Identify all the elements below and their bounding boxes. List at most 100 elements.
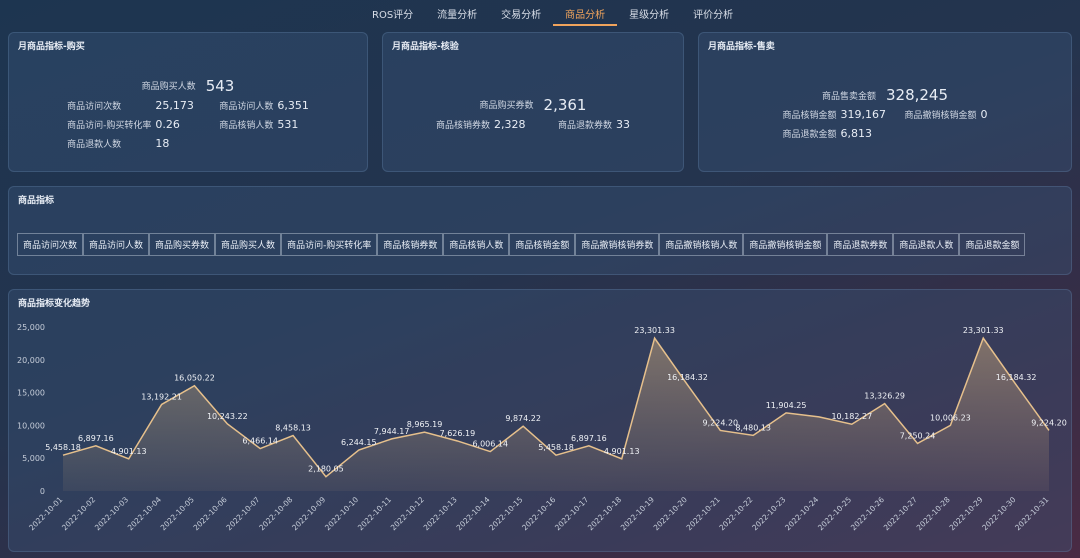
kpi-body: 商品购买券数 2,361 商品核销券数 2,328 商品退款券数 33: [383, 55, 683, 171]
tab[interactable]: 评价分析: [693, 10, 734, 21]
x-tick-label: 2022-10-30: [980, 495, 1017, 532]
x-tick-label: 2022-10-13: [422, 495, 459, 532]
data-label: 7,626.19: [440, 429, 476, 438]
x-tick-label: 2022-10-11: [356, 495, 393, 532]
data-label: 7,944.17: [374, 427, 410, 436]
indicator-button[interactable]: 商品撤销核销金额: [743, 233, 828, 256]
kpi-body: 商品售卖金额 328,245 商品核销金额 319,167 商品撤销核销金额 0 商品退款金…: [699, 55, 1071, 171]
kpi-value: 543: [205, 76, 235, 95]
y-tick-label: 25,000: [17, 323, 45, 332]
indicator-button[interactable]: 商品购买券数: [149, 233, 216, 256]
x-tick-label: 2022-10-25: [816, 495, 853, 532]
y-tick-label: 0: [40, 487, 45, 496]
data-label: 5,458.18: [538, 443, 574, 452]
indicator-button[interactable]: 商品核销券数: [377, 233, 444, 256]
kpi-label: 商品访问次数: [67, 101, 122, 112]
y-tick-label: 20,000: [17, 356, 45, 365]
data-label: 9,224.20: [1031, 418, 1067, 427]
kpi-label: 商品核销金额: [782, 111, 837, 121]
x-tick-label: 2022-10-26: [849, 495, 886, 532]
indicator-button[interactable]: 商品访问人数: [83, 233, 150, 256]
kpi-grid: 商品核销金额 319,167 商品撤销核销金额 0 商品退款金额 6,813: [782, 108, 987, 140]
indicator-card: 商品指标 商品访问次数 商品访问人数 商品购买券数 商品购买人数 商品访问-购买转化率商…: [8, 186, 1072, 275]
kpi-grid: 商品核销券数 2,328 商品退款券数 33: [436, 118, 630, 131]
data-label: 13,192.21: [141, 392, 182, 401]
data-label: 10,182.27: [831, 412, 872, 421]
x-tick-label: 2022-10-23: [750, 495, 787, 532]
x-tick-label: 2022-10-10: [323, 495, 360, 532]
indicator-button[interactable]: 商品核销人数: [443, 233, 510, 256]
x-tick-label: 2022-10-03: [93, 495, 130, 532]
tab-bar: ROS评分 流量分析 交易分析 商品分析 星级分析 评价分析: [360, 0, 745, 26]
x-tick-label: 2022-10-24: [783, 495, 820, 532]
data-label: 10,006.23: [930, 413, 971, 422]
tab[interactable]: 商品分析: [553, 0, 618, 26]
x-tick-label: 2022-10-21: [685, 495, 722, 532]
tab[interactable]: 流量分析: [437, 10, 478, 21]
chart-title: 商品指标变化趋势: [18, 299, 91, 309]
kpi-label: 商品核销券数: [435, 120, 490, 131]
kpi-label: 商品购买人数: [141, 82, 196, 92]
main-kpi: 商品购买人数 543: [142, 77, 235, 95]
x-tick-label: 2022-10-08: [257, 495, 294, 532]
main-kpi: 商品售卖金额 328,245: [822, 86, 948, 104]
kpi-label: 商品撤销核销金额: [904, 111, 977, 121]
tab[interactable]: ROS评分: [372, 10, 414, 21]
data-label: 7,250.24: [900, 431, 936, 440]
x-tick-label: 2022-10-16: [520, 495, 557, 532]
x-tick-label: 2022-10-15: [487, 495, 524, 532]
y-tick-label: 5,000: [22, 454, 45, 463]
kpi-card: 月商品指标-购买 商品购买人数 543 商品访问次数 25,173 商品访问人数 6,351…: [8, 32, 368, 172]
indicator-button[interactable]: 商品退款金额: [959, 233, 1026, 256]
kpi-label: 商品购买券数: [479, 101, 534, 111]
x-tick-label: 2022-10-18: [586, 495, 623, 532]
kpi-label: 商品访问-购买转化率: [67, 120, 152, 131]
indicator-button[interactable]: 商品撤销核销人数: [659, 233, 744, 256]
data-label: 13,326.29: [864, 392, 905, 401]
indicator-button[interactable]: 商品核销金额: [509, 233, 576, 256]
indicator-button[interactable]: 商品访问次数: [17, 233, 84, 256]
data-label: 6,466.14: [242, 437, 278, 446]
data-label: 9,224.20: [703, 418, 739, 427]
indicator-button[interactable]: 商品退款人数: [893, 233, 960, 256]
x-tick-label: 2022-10-31: [1013, 495, 1050, 532]
x-tick-label: 2022-10-04: [126, 495, 163, 532]
x-tick-label: 2022-10-02: [60, 495, 97, 532]
indicator-button[interactable]: 商品退款券数: [827, 233, 894, 256]
data-label: 5,458.18: [45, 443, 81, 452]
kpi-value: 0: [980, 108, 988, 121]
x-tick-label: 2022-10-01: [27, 495, 64, 532]
data-label: 9,874.22: [505, 414, 541, 423]
kpi-label: 商品退款人数: [67, 139, 122, 150]
indicator-button[interactable]: 商品访问-购买转化率: [281, 233, 378, 256]
x-tick-label: 2022-10-06: [192, 495, 229, 532]
data-label: 16,184.32: [667, 373, 708, 382]
data-label: 16,184.32: [996, 373, 1037, 382]
data-label: 16,050.22: [174, 374, 215, 383]
kpi-value: 18: [155, 136, 170, 150]
kpi-label: 商品访问人数: [219, 101, 274, 112]
x-tick-label: 2022-10-12: [389, 495, 426, 532]
indicator-button[interactable]: 商品购买人数: [215, 233, 282, 256]
data-label: 23,301.33: [634, 326, 675, 335]
data-label: 23,301.33: [963, 326, 1004, 335]
x-tick-label: 2022-10-22: [717, 495, 754, 532]
kpi-label: 商品退款金额: [782, 130, 837, 140]
x-tick-label: 2022-10-28: [915, 495, 952, 532]
kpi-value: 25,173: [155, 98, 194, 112]
trend-card: 商品指标变化趋势 0 5,000 10,000 15,000 20,000 25,000 5…: [8, 289, 1072, 552]
data-label: 8,458.13: [275, 424, 311, 433]
indicator-button[interactable]: 商品撤销核销券数: [575, 233, 660, 256]
x-tick-label: 2022-10-27: [882, 495, 919, 532]
tab[interactable]: 交易分析: [501, 10, 542, 21]
kpi-value: 6,813: [840, 127, 873, 140]
data-label: 4,901.13: [604, 447, 640, 456]
data-label: 11,904.25: [766, 401, 807, 410]
kpi-grid: 商品访问次数 25,173 商品访问人数 6,351 商品访问-购买转化率 0.26 商品核…: [67, 99, 309, 150]
data-label: 6,897.16: [78, 434, 114, 443]
x-tick-label: 2022-10-14: [454, 495, 491, 532]
tab[interactable]: 星级分析: [629, 10, 670, 21]
data-label: 6,244.15: [341, 438, 377, 447]
kpi-label: 商品售卖金额: [821, 91, 876, 102]
kpi-card: 月商品指标-售卖 商品售卖金额 328,245 商品核销金额 319,167 商品撤销核销…: [698, 32, 1072, 172]
